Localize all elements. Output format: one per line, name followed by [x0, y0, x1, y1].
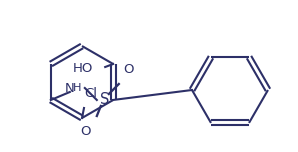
Text: N: N — [65, 81, 74, 95]
Text: O: O — [80, 125, 91, 138]
Text: O: O — [123, 63, 133, 76]
Text: S: S — [100, 93, 109, 107]
Text: Cl: Cl — [84, 87, 97, 100]
Text: HO: HO — [73, 62, 93, 76]
Text: H: H — [73, 83, 81, 93]
